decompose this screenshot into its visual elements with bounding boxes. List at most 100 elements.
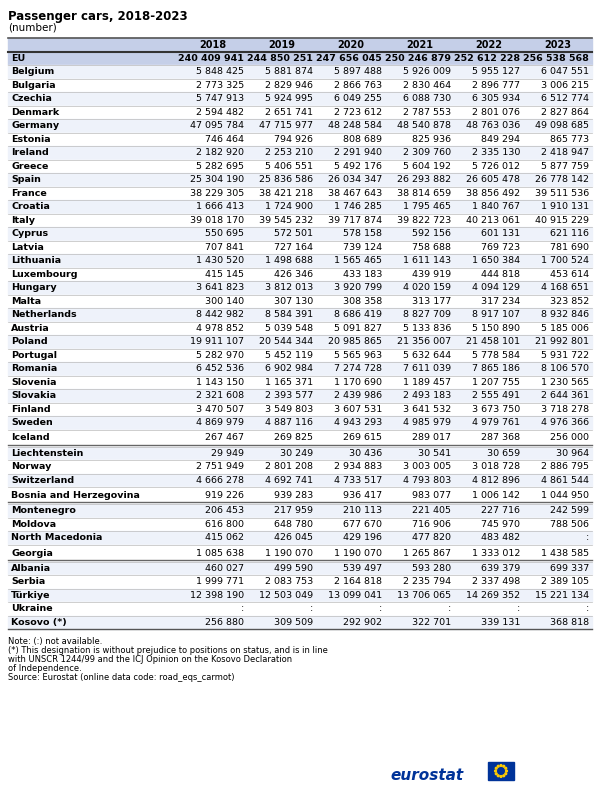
Text: 2 830 464: 2 830 464 [403,81,451,90]
Bar [8,119,592,133]
Text: 2 827 864: 2 827 864 [541,107,589,117]
Bar [8,487,592,504]
Text: 25 836 586: 25 836 586 [259,175,313,184]
Text: 2 337 498: 2 337 498 [472,577,520,586]
Text: 2022: 2022 [475,40,502,50]
Text: 2 291 940: 2 291 940 [334,149,382,157]
Text: 21 992 801: 21 992 801 [535,337,589,346]
Text: 1 044 950: 1 044 950 [541,491,589,500]
Text: 2 389 105: 2 389 105 [541,577,589,586]
Text: 244 850 251: 244 850 251 [247,54,313,62]
Text: 2 801 208: 2 801 208 [265,462,313,472]
Circle shape [506,770,508,772]
Text: 38 467 643: 38 467 643 [328,189,382,198]
Bar [8,281,592,295]
Bar [488,762,514,780]
Text: Czechia: Czechia [11,94,52,103]
Text: 309 509: 309 509 [274,618,313,626]
Text: 30 249: 30 249 [280,449,313,457]
Text: 578 158: 578 158 [343,229,382,239]
Text: 39 717 874: 39 717 874 [328,216,382,224]
Text: Moldova: Moldova [11,520,56,529]
Text: Norway: Norway [11,462,52,472]
Text: 5 492 176: 5 492 176 [334,162,382,171]
Text: :: : [310,604,313,613]
Text: 322 701: 322 701 [412,618,451,626]
Bar [8,133,592,146]
Text: 593 280: 593 280 [412,564,451,573]
Text: 4 168 651: 4 168 651 [541,284,589,292]
Text: 4 692 741: 4 692 741 [265,476,313,485]
Text: :: : [586,533,589,542]
Bar [8,473,592,487]
Text: 8 917 107: 8 917 107 [472,310,520,319]
Text: 1 565 465: 1 565 465 [334,256,382,265]
Text: 2 773 325: 2 773 325 [196,81,244,90]
Bar [8,517,592,531]
Text: 4 976 366: 4 976 366 [541,418,589,427]
Text: 8 584 391: 8 584 391 [265,310,313,319]
Text: 38 421 218: 38 421 218 [259,189,313,198]
Text: 2 723 612: 2 723 612 [334,107,382,117]
Text: of Independence.: of Independence. [8,664,82,673]
Text: :: : [586,604,589,613]
Text: 5 282 970: 5 282 970 [196,351,244,359]
Text: 39 545 232: 39 545 232 [259,216,313,224]
Text: 2 751 949: 2 751 949 [196,462,244,472]
Circle shape [497,766,499,767]
Text: 2 896 777: 2 896 777 [472,81,520,90]
Text: 6 049 255: 6 049 255 [334,94,382,103]
Text: 2 801 076: 2 801 076 [472,107,520,117]
Text: 1 746 285: 1 746 285 [334,202,382,211]
Text: 865 773: 865 773 [550,135,589,144]
Text: Greece: Greece [11,162,49,171]
Text: 707 841: 707 841 [205,243,244,252]
Text: 6 047 551: 6 047 551 [541,67,589,77]
Text: 639 379: 639 379 [481,564,520,573]
Text: 1 165 371: 1 165 371 [265,378,313,387]
Circle shape [496,773,497,775]
Text: 29 949: 29 949 [211,449,244,457]
Text: 2 321 608: 2 321 608 [196,391,244,401]
Text: 769 723: 769 723 [481,243,520,252]
Text: Source: Eurostat (online data code: road_eqs_carmot): Source: Eurostat (online data code: road… [8,673,235,682]
Text: 2020: 2020 [337,40,364,50]
Bar [8,65,592,78]
Text: Georgia: Georgia [11,548,53,558]
Text: 745 970: 745 970 [481,520,520,529]
Text: 1 840 767: 1 840 767 [472,202,520,211]
Text: 3 641 532: 3 641 532 [403,404,451,414]
Text: 5 282 695: 5 282 695 [196,162,244,171]
Text: Germany: Germany [11,121,59,130]
Text: 794 926: 794 926 [274,135,313,144]
Text: 5 604 192: 5 604 192 [403,162,451,171]
Text: 3 549 803: 3 549 803 [265,404,313,414]
Bar [8,348,592,362]
Text: 3 470 507: 3 470 507 [196,404,244,414]
Text: 20 985 865: 20 985 865 [328,337,382,346]
Text: 49 098 685: 49 098 685 [535,121,589,130]
Text: 2 439 986: 2 439 986 [334,391,382,401]
Text: 269 825: 269 825 [274,434,313,442]
Text: 2 235 794: 2 235 794 [403,577,451,586]
Text: 716 906: 716 906 [412,520,451,529]
Text: 40 213 061: 40 213 061 [466,216,520,224]
Text: France: France [11,189,47,198]
Bar [8,430,592,446]
Text: 2 083 753: 2 083 753 [265,577,313,586]
Text: 26 605 478: 26 605 478 [466,175,520,184]
Text: 648 780: 648 780 [274,520,313,529]
Text: 539 497: 539 497 [343,564,382,573]
Text: 5 924 995: 5 924 995 [265,94,313,103]
Text: 1 207 755: 1 207 755 [472,378,520,387]
Text: Kosovo (*): Kosovo (*) [11,618,67,626]
Text: 592 156: 592 156 [412,229,451,239]
Text: 939 283: 939 283 [274,491,313,500]
Text: 1 438 585: 1 438 585 [541,548,589,558]
Text: 292 902: 292 902 [343,618,382,626]
Text: 2 644 361: 2 644 361 [541,391,589,401]
Bar [8,295,592,308]
Text: 499 590: 499 590 [274,564,313,573]
Circle shape [500,765,502,766]
Text: 39 822 723: 39 822 723 [397,216,451,224]
